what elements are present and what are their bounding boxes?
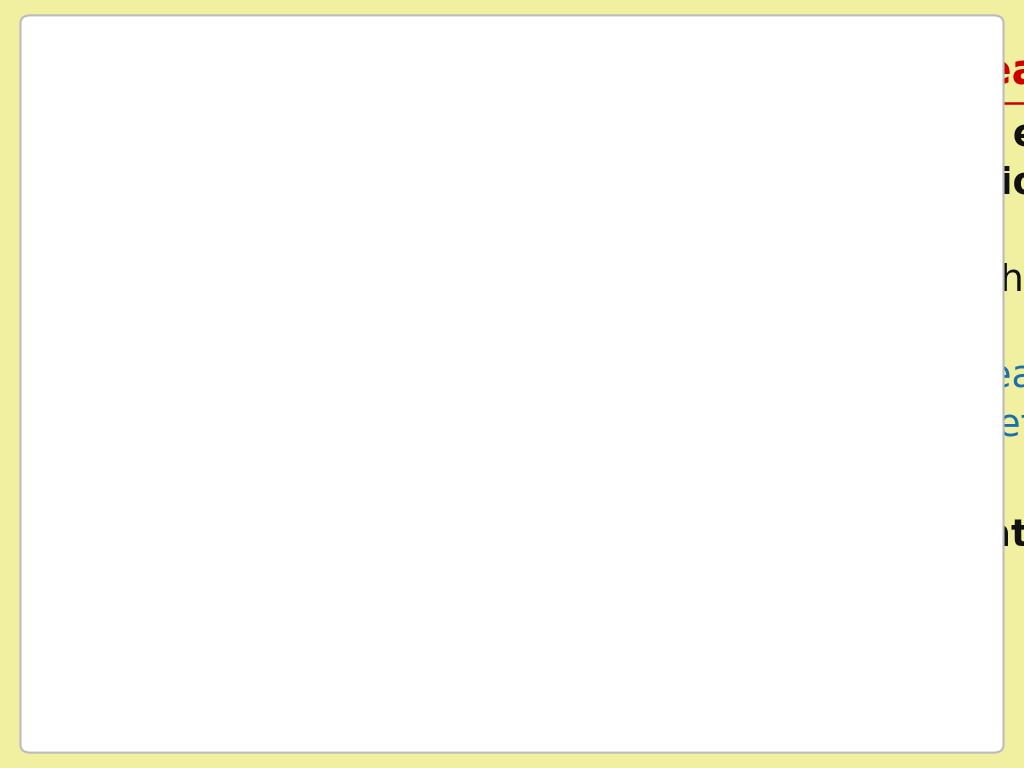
Text: frequency.: frequency. [70, 214, 264, 250]
Text: Practical determination of effect of Temperature on: Practical determination of effect of Tem… [70, 518, 1024, 554]
Text: in temperature doubles the rate of reaction by: in temperature doubles the rate of react… [300, 359, 1024, 396]
Text: reaction rate.: reaction rate. [70, 567, 359, 603]
Text: of the reacting particles by increasing their: of the reacting particles by increasing … [70, 166, 892, 202]
Text: Wanyera C: Wanyera C [645, 723, 728, 739]
Text: overcome: overcome [70, 311, 256, 347]
Text: c): c) [70, 51, 114, 92]
Text: A: A [70, 359, 108, 396]
Text: the activation energy (Ea).: the activation energy (Ea). [256, 311, 769, 347]
Text: Influence of: Influence of [114, 51, 407, 92]
Text: half.: half. [70, 456, 163, 492]
Text: Method 1: Method 1 [70, 622, 269, 658]
Text: 10ºC rise: 10ºC rise [108, 359, 300, 396]
Text: kinetic energy: kinetic energy [857, 118, 1024, 154]
Text: reducing the time taken for the reaction to complete by: reducing the time taken for the reaction… [70, 408, 1024, 444]
Text: on rate of reaction: on rate of reaction [718, 51, 1024, 92]
Text: temperature: temperature [407, 51, 718, 92]
Text: collision: collision [892, 166, 1024, 202]
Text: Increase in temperature increases the particles which can: Increase in temperature increases the pa… [70, 263, 1024, 299]
Text: 39: 39 [952, 723, 972, 739]
Text: An increase in temperature increases the: An increase in temperature increases the [70, 118, 857, 154]
